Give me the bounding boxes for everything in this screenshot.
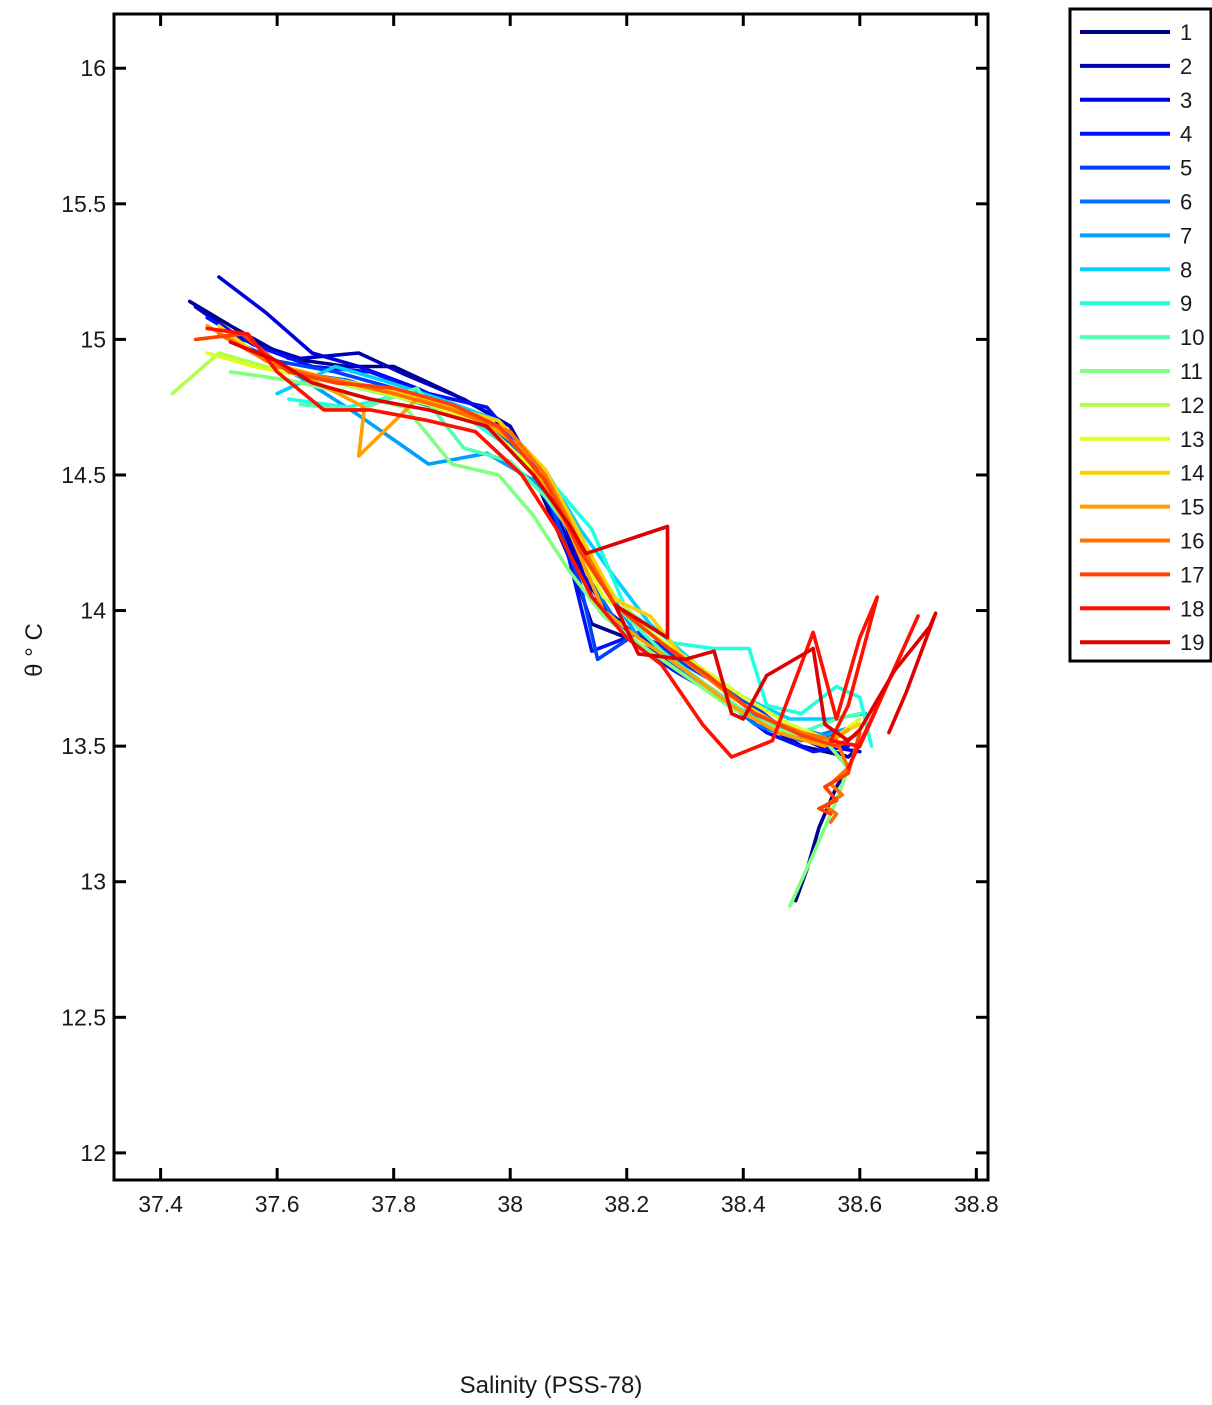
x-tick-label: 37.4 xyxy=(138,1191,183,1217)
legend-label: 9 xyxy=(1180,291,1192,316)
series-line-18 xyxy=(205,326,920,770)
legend-label: 1 xyxy=(1180,20,1192,45)
x-tick-label: 38.4 xyxy=(721,1191,766,1217)
legend-label: 17 xyxy=(1180,562,1204,587)
y-tick-label: 12.5 xyxy=(61,1004,106,1030)
y-tick-label: 14 xyxy=(80,598,106,624)
y-axis-title: θ ° C xyxy=(21,623,48,677)
legend-label: 6 xyxy=(1180,190,1192,215)
legend-label: 2 xyxy=(1180,54,1192,79)
y-tick-label: 13.5 xyxy=(61,733,106,759)
legend-label: 14 xyxy=(1180,461,1204,486)
x-tick-label: 37.6 xyxy=(255,1191,300,1217)
legend-label: 13 xyxy=(1180,427,1204,452)
legend-label: 16 xyxy=(1180,529,1204,554)
x-axis-ticks: 37.4 37.6 37.8 38 38.2 38.4 38.6 38.8 xyxy=(138,14,999,1217)
series-line-19 xyxy=(228,340,938,743)
legend-label: 10 xyxy=(1180,325,1204,350)
x-tick-label: 38.6 xyxy=(837,1191,882,1217)
legend-label: 3 xyxy=(1180,88,1192,113)
legend-label: 19 xyxy=(1180,630,1204,655)
legend-label: 8 xyxy=(1180,257,1192,282)
x-axis-title: Salinity (PSS-78) xyxy=(460,1372,643,1399)
y-tick-label: 16 xyxy=(80,55,106,81)
y-tick-label: 12 xyxy=(80,1140,106,1166)
legend-label: 7 xyxy=(1180,223,1192,248)
legend-label: 11 xyxy=(1180,359,1203,384)
y-tick-label: 15 xyxy=(80,326,106,352)
plot-area xyxy=(112,12,990,1182)
series-line-17 xyxy=(193,332,862,816)
y-tick-label: 14.5 xyxy=(61,462,106,488)
y-tick-label: 13 xyxy=(80,869,106,895)
series-group xyxy=(170,275,938,908)
x-tick-label: 37.8 xyxy=(371,1191,416,1217)
legend-label: 15 xyxy=(1180,495,1204,520)
legend-label: 4 xyxy=(1180,122,1192,147)
legend-label: 12 xyxy=(1180,393,1204,418)
legend-label: 18 xyxy=(1180,596,1204,621)
legend-box xyxy=(1068,7,1212,663)
y-axis-ticks: 12 12.5 13 13.5 14 14.5 15 15.5 16 xyxy=(61,55,988,1166)
legend-label: 5 xyxy=(1180,156,1192,181)
y-tick-label: 15.5 xyxy=(61,191,106,217)
x-tick-label: 38.8 xyxy=(954,1191,999,1217)
x-tick-label: 38.2 xyxy=(604,1191,649,1217)
x-tick-label: 38 xyxy=(497,1191,523,1217)
